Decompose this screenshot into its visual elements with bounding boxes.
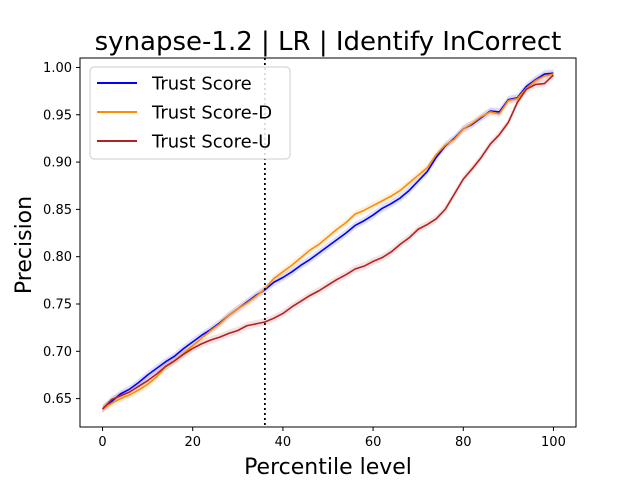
legend-label-3: Trust Score-U <box>151 132 271 153</box>
chart-title: synapse-1.2 | LR | Identify InCorrect <box>95 27 562 57</box>
y-tick-label: 0.85 <box>43 203 72 218</box>
y-tick-label: 1.00 <box>43 61 72 76</box>
x-tick-label: 0 <box>98 435 106 450</box>
y-axis-title: Precision <box>12 196 37 294</box>
x-axis-ticks: 0 20 40 60 80 100 <box>98 427 566 450</box>
legend: Trust Score Trust Score-D Trust Score-U <box>89 66 291 160</box>
x-axis-title: Percentile level <box>244 455 412 480</box>
y-tick-label: 0.65 <box>43 392 72 407</box>
x-tick-label: 100 <box>541 435 566 450</box>
series-lines <box>101 72 555 410</box>
y-tick-label: 0.95 <box>43 108 72 123</box>
y-tick-label: 0.90 <box>43 156 72 171</box>
x-tick-label: 20 <box>184 435 201 450</box>
x-tick-label: 60 <box>365 435 382 450</box>
x-tick-label: 80 <box>455 435 472 450</box>
plot-area-frame <box>79 57 577 428</box>
x-tick-label: 40 <box>275 435 292 450</box>
y-tick-label: 0.75 <box>43 298 72 313</box>
y-tick-label: 0.70 <box>43 345 72 360</box>
legend-label-1: Trust Score <box>151 74 252 95</box>
legend-box <box>89 66 291 160</box>
y-tick-label: 0.80 <box>43 250 72 265</box>
series-band-3 <box>102 71 554 413</box>
legend-label-2: Trust Score-D <box>151 103 272 124</box>
y-axis-ticks: 0.65 0.70 0.75 0.80 0.85 0.90 0.95 1.00 <box>43 61 80 407</box>
series-line-3 <box>101 74 555 410</box>
